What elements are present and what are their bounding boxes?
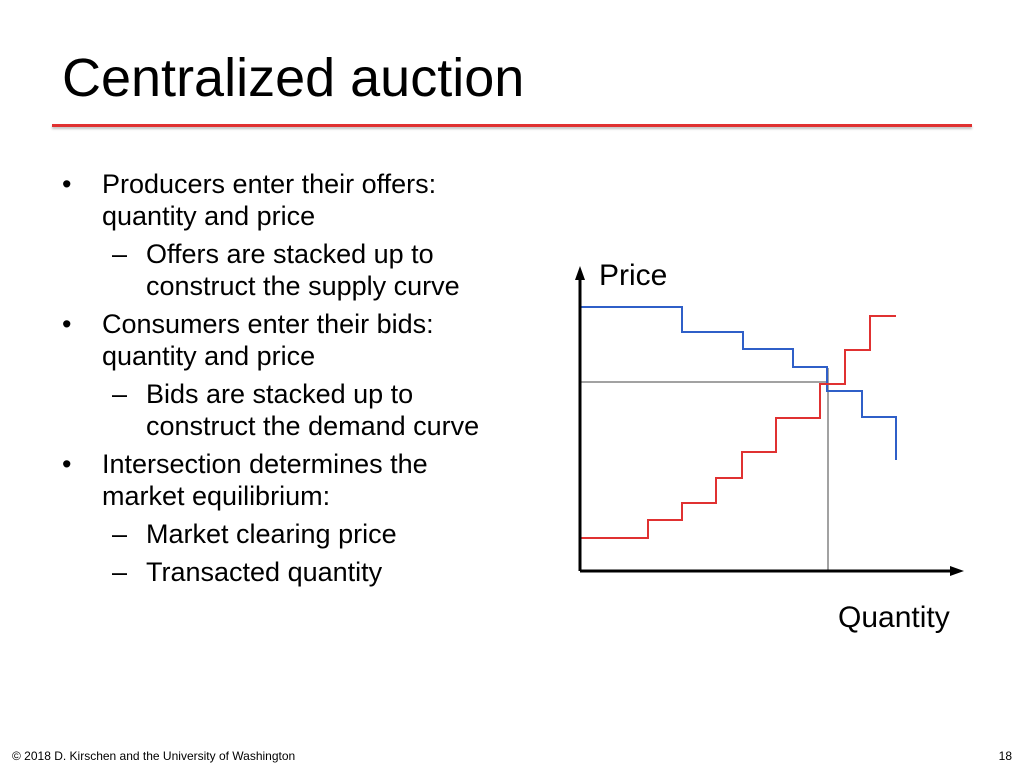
bullet-text: Producers enter their offers: quantity a… bbox=[102, 169, 437, 231]
title-underline bbox=[52, 124, 972, 127]
sub-bullet-item: – Market clearing price bbox=[62, 518, 502, 550]
sub-bullet-text: Offers are stacked up to construct the s… bbox=[146, 239, 460, 301]
footer-copyright: © 2018 D. Kirschen and the University of… bbox=[12, 749, 296, 763]
bullet-item: • Intersection determines the market equ… bbox=[62, 448, 502, 512]
x-axis-arrow-icon bbox=[950, 566, 964, 576]
bullet-dot-icon: • bbox=[62, 449, 72, 479]
sub-bullet-text: Market clearing price bbox=[146, 519, 397, 549]
supply-curve bbox=[580, 315, 896, 539]
page-number: 18 bbox=[998, 749, 1012, 763]
demand-curve bbox=[580, 306, 897, 460]
x-axis-label: Quantity bbox=[838, 601, 950, 634]
y-axis-arrow-icon bbox=[575, 266, 585, 280]
dash-icon: – bbox=[112, 519, 128, 549]
sub-bullet-text: Bids are stacked up to construct the dem… bbox=[146, 379, 480, 441]
bullet-item: • Producers enter their offers: quantity… bbox=[62, 168, 502, 232]
bullet-dot-icon: • bbox=[62, 169, 72, 199]
slide-title: Centralized auction bbox=[62, 48, 525, 108]
bullet-list: • Producers enter their offers: quantity… bbox=[62, 168, 502, 594]
bullet-item: • Consumers enter their bids: quantity a… bbox=[62, 308, 502, 372]
y-axis-label: Price bbox=[599, 259, 667, 292]
dash-icon: – bbox=[112, 239, 128, 269]
bullet-dot-icon: • bbox=[62, 309, 72, 339]
bullet-text: Consumers enter their bids: quantity and… bbox=[102, 309, 434, 371]
dash-icon: – bbox=[112, 557, 128, 587]
sub-bullet-text: Transacted quantity bbox=[146, 557, 383, 587]
bullet-text: Intersection determines the market equil… bbox=[102, 449, 428, 511]
supply-demand-diagram: Price Quantity bbox=[575, 259, 964, 634]
sub-bullet-item: – Bids are stacked up to construct the d… bbox=[62, 378, 502, 442]
dash-icon: – bbox=[112, 379, 128, 409]
sub-bullet-item: – Offers are stacked up to construct the… bbox=[62, 238, 502, 302]
sub-bullet-item: – Transacted quantity bbox=[62, 556, 502, 588]
